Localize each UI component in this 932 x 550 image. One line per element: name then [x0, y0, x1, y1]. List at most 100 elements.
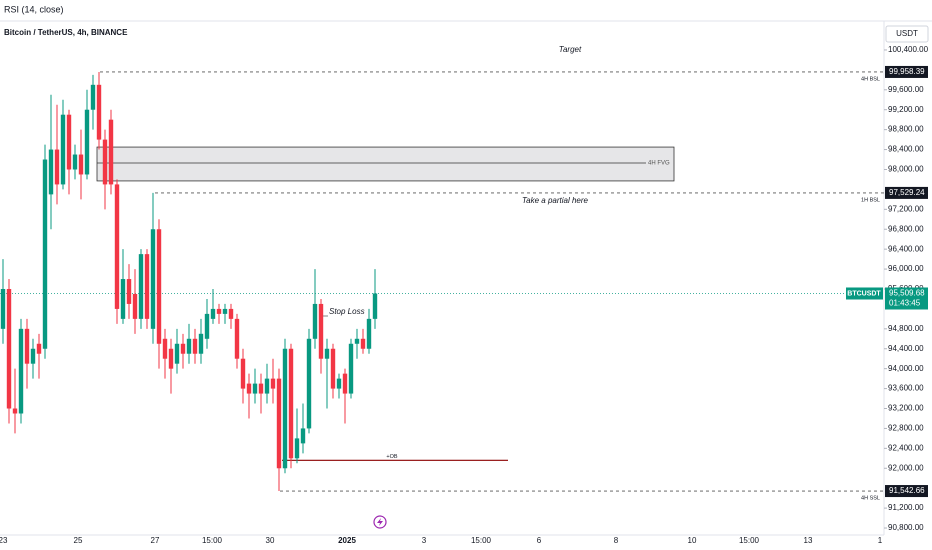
x-tick-label: 6	[537, 536, 542, 545]
x-tick-label: 2025	[338, 536, 356, 545]
candle-body	[168, 348, 174, 369]
candle-body	[60, 114, 66, 185]
y-tick-label: 97,200.00	[888, 204, 924, 213]
candle-body	[90, 84, 96, 110]
candle-body	[300, 428, 306, 444]
candle-body	[84, 109, 90, 175]
currency-button[interactable]	[885, 25, 929, 43]
candle-body	[120, 279, 126, 319]
candle-body	[192, 338, 198, 354]
candle-body	[354, 338, 360, 344]
candle-body	[180, 343, 186, 354]
candle-body	[228, 308, 234, 319]
partial-label: Take a partial here	[522, 196, 589, 205]
x-tick-label: 30	[266, 536, 275, 545]
level-tag: 4H SSL	[861, 495, 880, 501]
candle-body	[114, 184, 120, 309]
y-tick-label: 99,600.00	[888, 85, 924, 94]
candle-body	[144, 254, 150, 319]
x-tick-label: 3	[422, 536, 427, 545]
indicator-label: RSI (14, close)	[4, 4, 64, 14]
candle-body	[348, 343, 354, 394]
level-price-box	[885, 65, 928, 78]
y-tick-label: 100,400.00	[888, 45, 929, 54]
candle-body	[102, 139, 108, 185]
y-tick-label: 92,000.00	[888, 463, 924, 472]
y-tick-label: 93,200.00	[888, 404, 924, 413]
candle-body	[258, 383, 264, 394]
candle-body	[366, 318, 372, 349]
fvg-label: 4H FVG	[648, 161, 670, 167]
level-price-box	[885, 485, 928, 498]
candle-body	[18, 328, 24, 414]
y-tick-label: 96,000.00	[888, 264, 924, 273]
x-tick-label: 15:00	[739, 536, 760, 545]
x-tick-label: 27	[151, 536, 160, 545]
y-tick-label: 91,200.00	[888, 503, 924, 512]
candle-body	[288, 348, 294, 459]
candle-body	[270, 378, 276, 389]
target-label: Target	[559, 45, 582, 54]
candle-body	[6, 288, 12, 409]
candle-body	[342, 373, 348, 394]
candle-body	[198, 333, 204, 354]
x-tick-label: 15:00	[471, 536, 492, 545]
candle-body	[162, 338, 168, 359]
last-price-label: 95,509.68	[889, 289, 925, 298]
y-tick-label: 93,600.00	[888, 384, 924, 393]
candle-body	[30, 348, 36, 364]
candle-body	[126, 279, 132, 304]
candle-body	[276, 378, 282, 469]
candle-body	[12, 408, 18, 414]
x-tick-label: 1	[878, 536, 883, 545]
currency: USDT	[896, 29, 918, 38]
candle-body	[0, 288, 6, 329]
candle-body	[240, 358, 246, 389]
candle-body	[78, 154, 84, 175]
x-tick-label: 25	[74, 536, 83, 545]
candle-body	[36, 343, 42, 354]
order-block-label: +OB	[386, 454, 397, 460]
y-tick-label: 94,800.00	[888, 324, 924, 333]
level-tag: 1H BSL	[861, 197, 880, 203]
y-tick-label: 94,400.00	[888, 344, 924, 353]
symbol-box	[846, 287, 883, 300]
x-tick-label: 13	[804, 536, 813, 545]
candle-body	[150, 229, 156, 329]
candle-body	[132, 293, 138, 319]
candle-body	[216, 308, 222, 314]
symbol-title: Bitcoin / TetherUS, 4h, BINANCE	[4, 28, 128, 37]
candle-body	[330, 348, 336, 389]
stop-label: Stop Loss	[329, 307, 365, 316]
fvg-box	[96, 146, 675, 182]
candle-body	[312, 303, 318, 339]
y-tick-label: 92,800.00	[888, 424, 924, 433]
candle-body	[156, 229, 162, 344]
level-price-box	[885, 186, 928, 199]
y-tick-label: 98,000.00	[888, 165, 924, 174]
x-tick-label: 8	[614, 536, 619, 545]
candle-body	[186, 338, 192, 354]
candle-body	[372, 293, 378, 319]
candle-body	[282, 348, 288, 469]
x-tick-label: 15:00	[202, 536, 223, 545]
candle-body	[360, 338, 366, 349]
x-tick-label: 10	[688, 536, 697, 545]
y-tick-label: 99,200.00	[888, 105, 924, 114]
y-tick-label: 92,400.00	[888, 443, 924, 452]
candle-body	[72, 154, 78, 170]
candle-body	[294, 438, 300, 459]
candle-body	[246, 383, 252, 394]
x-tick-label: 23	[0, 536, 8, 545]
y-tick-label: 98,800.00	[888, 125, 924, 134]
last-price-box	[885, 287, 928, 310]
candle-body	[174, 343, 180, 364]
candle-body	[24, 328, 30, 364]
event-icon[interactable]	[373, 515, 387, 529]
candle-body	[336, 378, 342, 389]
candle-body	[210, 308, 216, 319]
candle-body	[318, 303, 324, 359]
level-price: 99,958.39	[889, 67, 925, 76]
y-tick-label: 90,800.00	[888, 523, 924, 532]
